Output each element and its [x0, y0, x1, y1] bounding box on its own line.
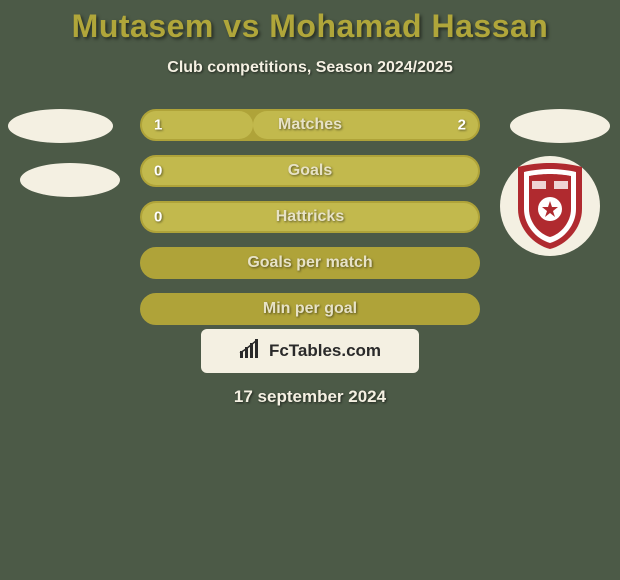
branding-text: FcTables.com [269, 341, 381, 361]
stat-bar: Goals per match [140, 247, 480, 279]
club-crest-icon [512, 161, 588, 251]
player1-avatar-shape-2 [20, 163, 120, 197]
chart-bars-icon [239, 339, 263, 364]
stat-bar-value-player1: 1 [154, 117, 162, 134]
date-text: 17 september 2024 [0, 387, 620, 407]
stat-bar-value-player1: 0 [154, 163, 162, 180]
stat-bars: Matches12Goals0Hattricks0Goals per match… [140, 109, 480, 339]
stat-bar: Min per goal [140, 293, 480, 325]
player2-club-crest-circle [500, 156, 600, 256]
comparison-infographic: Mutasem vs Mohamad Hassan Club competiti… [0, 0, 620, 580]
stat-bar-value-player1: 0 [154, 209, 162, 226]
player2-avatar-shape [510, 109, 610, 143]
stat-bar-label: Min per goal [142, 300, 478, 318]
page-title: Mutasem vs Mohamad Hassan [0, 0, 620, 45]
stat-bar-label: Goals per match [142, 254, 478, 272]
stat-bar-value-player2: 2 [458, 117, 466, 134]
stat-bar-fill-player2 [253, 111, 478, 139]
stat-bar-fill-player1 [142, 157, 478, 185]
player1-avatar-shape-1 [8, 109, 113, 143]
page-subtitle: Club competitions, Season 2024/2025 [0, 59, 620, 77]
branding-box: FcTables.com [201, 329, 419, 373]
stat-bar: Goals0 [140, 155, 480, 187]
stat-bar-fill-player1 [142, 203, 478, 231]
stat-bar: Matches12 [140, 109, 480, 141]
stat-bar: Hattricks0 [140, 201, 480, 233]
